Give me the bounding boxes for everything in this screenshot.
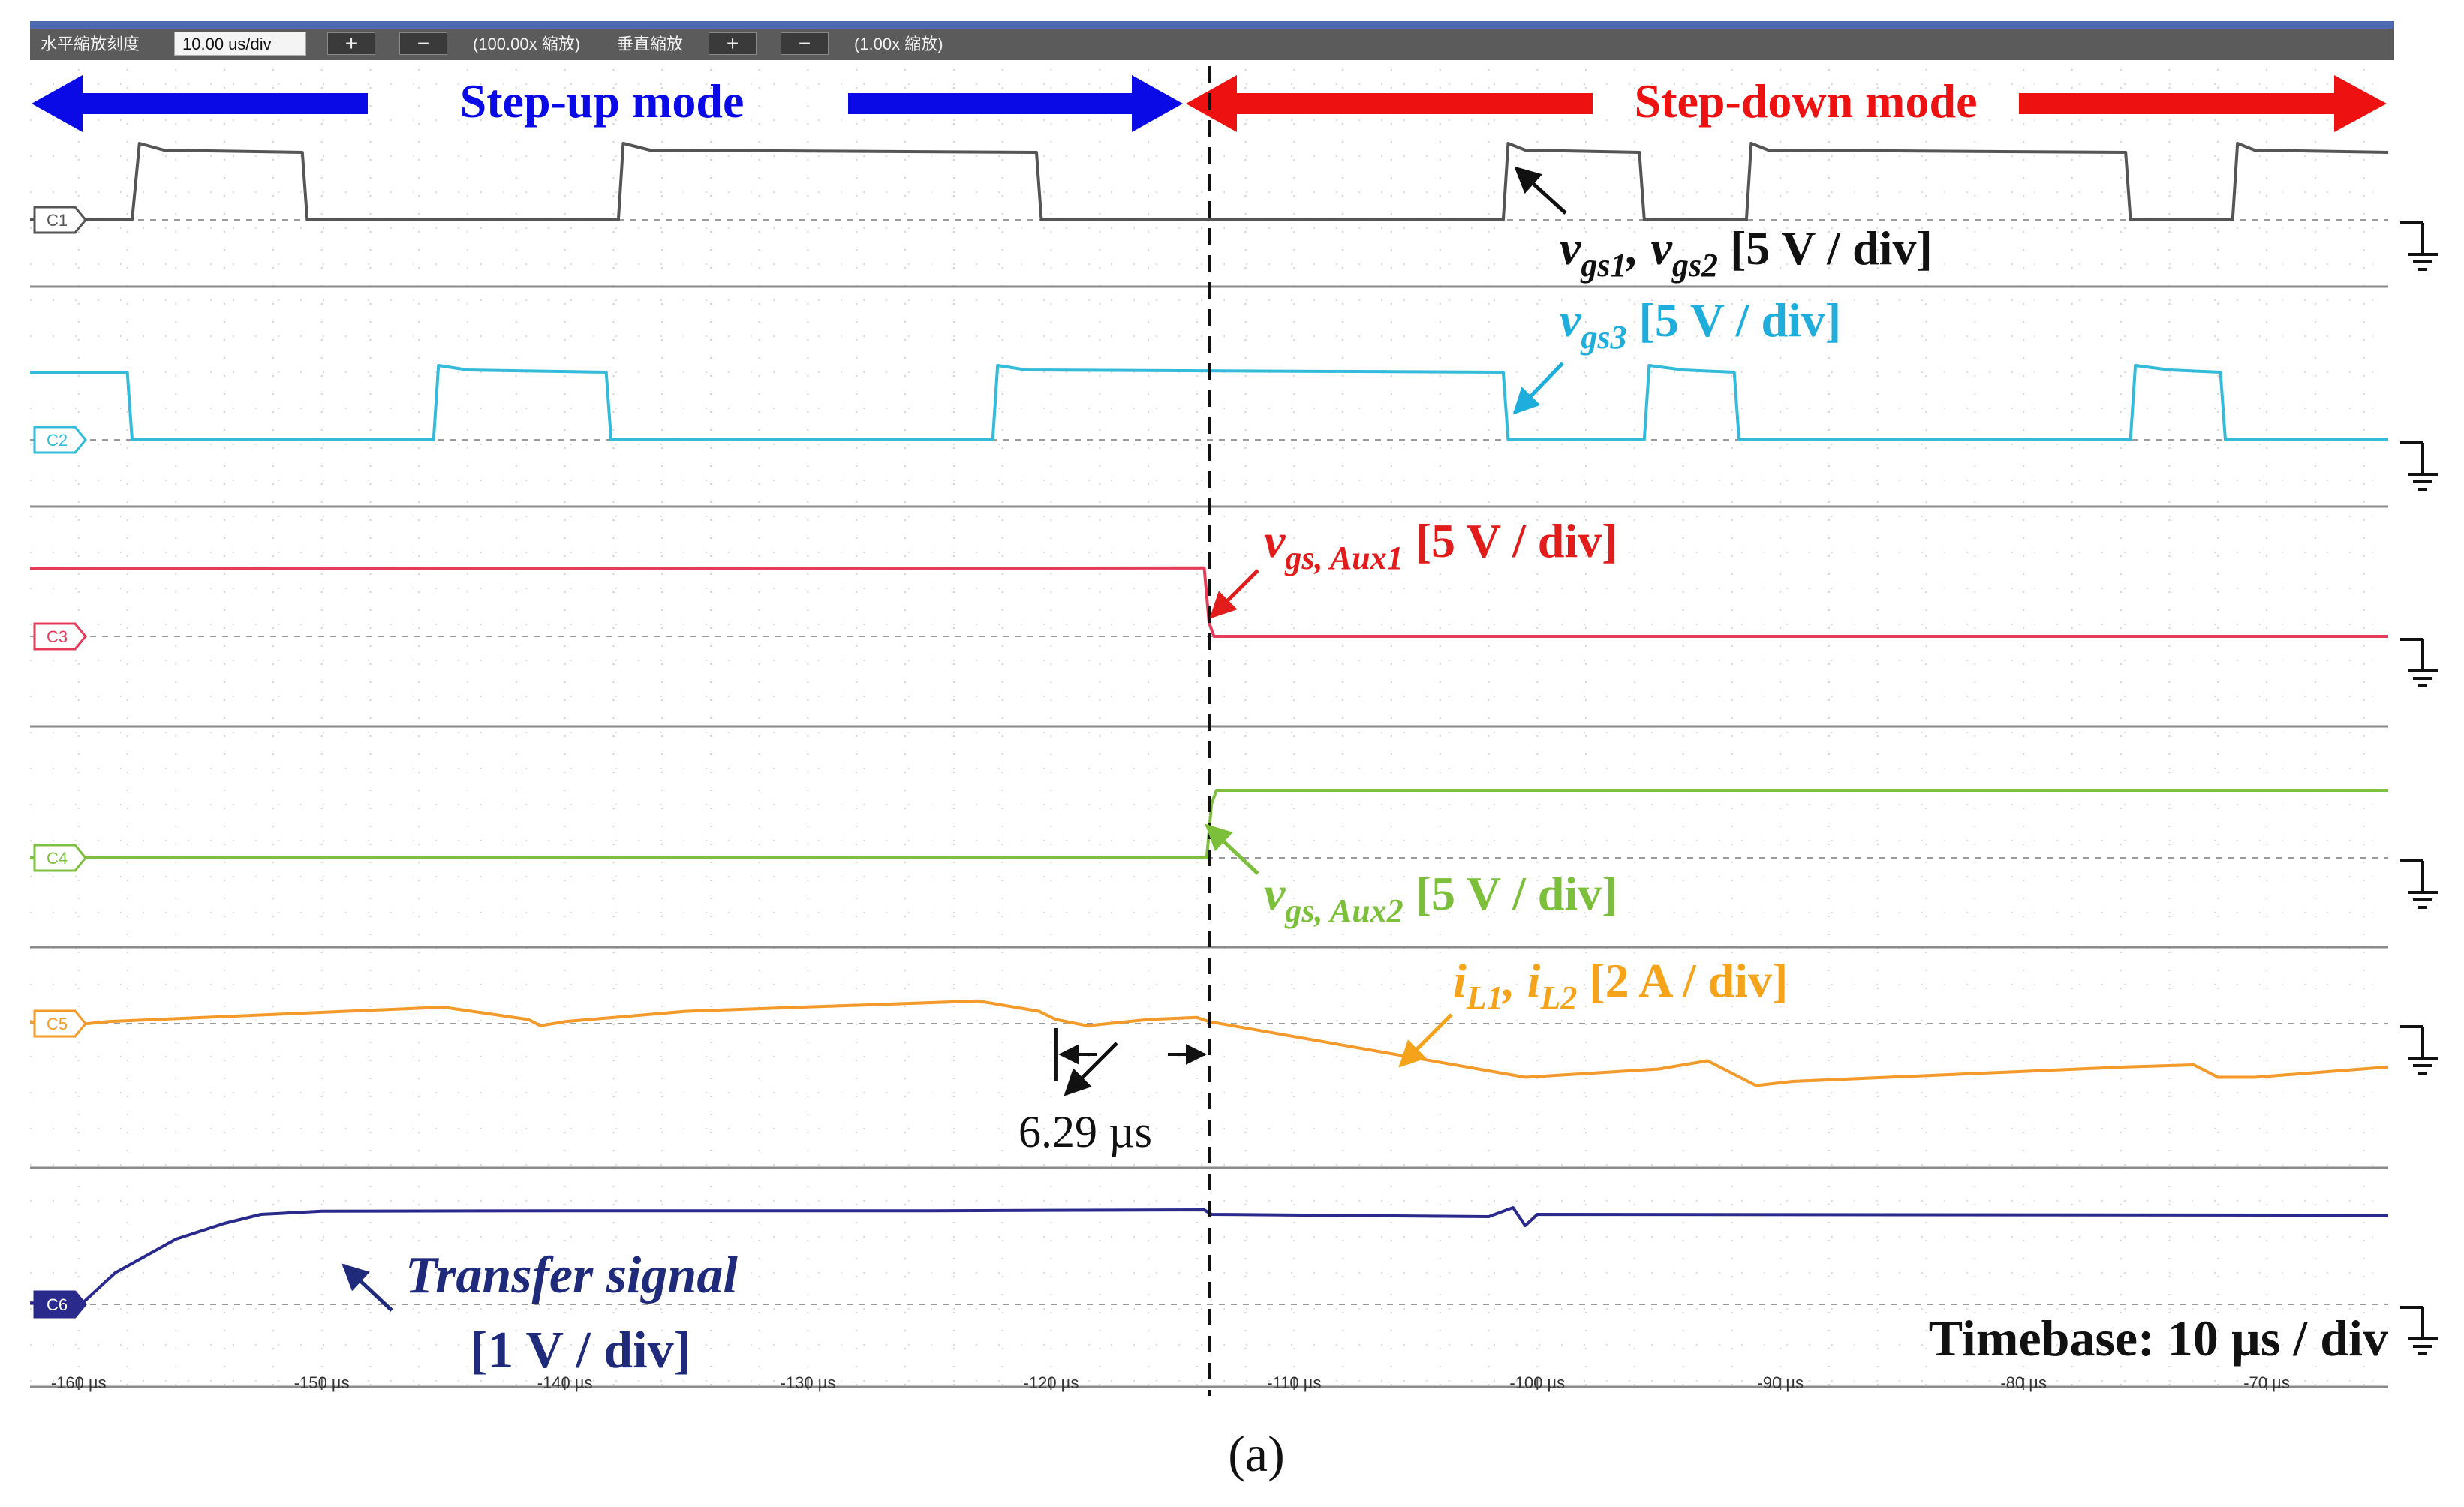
- v-zoom-out-button[interactable]: −: [781, 32, 829, 55]
- trace-c1: [30, 142, 2389, 221]
- channel-marker-c4[interactable]: C4: [33, 844, 87, 872]
- ground-symbols: [2400, 221, 2438, 1355]
- ground-icon: [2400, 859, 2438, 909]
- h-zoom-out-button[interactable]: −: [399, 32, 447, 55]
- h-zoom-in-button[interactable]: +: [327, 32, 375, 55]
- channel-marker-label: C6: [47, 1295, 68, 1314]
- ground-icon: [2400, 1306, 2438, 1355]
- delay-annotation: 6.29 µs: [1018, 1028, 1207, 1157]
- trace-c2: [30, 364, 2388, 441]
- channel-markers: C1 C2 C3 C4 C5 C6: [33, 206, 87, 1319]
- c1-label-arrow: [1514, 166, 1567, 215]
- channel-marker-label: C4: [47, 849, 68, 868]
- c3-label-text: vgs, Aux1 [5 V / div]: [1264, 514, 1617, 576]
- trace-c5: [29, 999, 2389, 1087]
- channel-marker-label: C3: [47, 627, 68, 646]
- x-tick-label: -150 µs: [294, 1373, 350, 1392]
- x-axis-ticks: -160 µs -150 µs -140 µs -130 µs -120 µs -110 …: [51, 1373, 2290, 1392]
- vertical-zoom-readout: (1.00x 縮放): [854, 35, 943, 53]
- channel-marker-c1[interactable]: C1: [33, 206, 87, 234]
- x-tick-label: -70 µs: [2243, 1373, 2290, 1392]
- step-down-arrow-left: [1186, 75, 1593, 132]
- step-up-mode-indicator: Step-up mode: [32, 74, 1183, 132]
- ground-icon: [2400, 221, 2438, 271]
- trace-c6: [29, 1206, 2389, 1305]
- delay-value-label: 6.29 µs: [1018, 1107, 1152, 1157]
- scope-toolbar: 水平縮放刻度 10.00 us/div + − (100.00x 縮放) 垂直縮…: [30, 29, 2394, 60]
- x-tick-label: -160 µs: [51, 1373, 107, 1392]
- x-tick-label: -110 µs: [1267, 1373, 1321, 1392]
- step-up-arrow-right: [848, 75, 1183, 132]
- channel-marker-c6[interactable]: C6: [33, 1290, 87, 1319]
- delay-pointer-arrow: [1064, 1042, 1118, 1096]
- horizontal-scale-label: 水平縮放刻度: [41, 35, 140, 53]
- c4-label-arrow: [1205, 823, 1259, 875]
- x-tick-label: -140 µs: [537, 1373, 593, 1392]
- c6-label-arrow: [341, 1263, 393, 1312]
- x-tick-label: -130 µs: [781, 1373, 836, 1392]
- x-tick-label: -90 µs: [1757, 1373, 1804, 1392]
- scope-title-strip: [30, 21, 2394, 29]
- step-down-mode-indicator: Step-down mode: [1186, 74, 2387, 132]
- figure-caption: (a): [1228, 1425, 1284, 1482]
- step-down-arrow-right: [2019, 75, 2387, 132]
- vertical-scale-label: 垂直縮放: [617, 35, 684, 53]
- c5-label-text: iL1, iL2 [2 A / div]: [1453, 954, 1788, 1016]
- c2-label-text: vgs3 [5 V / div]: [1560, 293, 1841, 356]
- label-c1: vgs1, vgs2 [5 V / div]: [1514, 166, 1933, 284]
- channel-marker-label: C2: [47, 431, 68, 450]
- label-c2: vgs3 [5 V / div]: [1512, 293, 1841, 415]
- trace-c4: [30, 789, 2388, 859]
- x-tick-label: -80 µs: [2000, 1373, 2047, 1392]
- c5-label-arrow: [1398, 1013, 1453, 1068]
- timebase-label: Timebase: 10 µs / div: [1929, 1310, 2388, 1367]
- waveforms: [29, 142, 2389, 1305]
- ground-icon: [2400, 1025, 2438, 1075]
- channel-marker-c3[interactable]: C3: [33, 622, 87, 651]
- horizontal-zoom-readout: (100.00x 縮放): [473, 35, 581, 53]
- label-c6: Transfer signal [1 V / div]: [341, 1247, 738, 1379]
- c6-label-line1: Transfer signal: [405, 1247, 738, 1304]
- ground-icon: [2400, 441, 2438, 491]
- channel-marker-label: C5: [47, 1015, 68, 1033]
- x-tick-label: -100 µs: [1509, 1373, 1565, 1392]
- c2-label-arrow: [1512, 362, 1564, 415]
- x-tick-label: -120 µs: [1024, 1373, 1079, 1392]
- channel-marker-c2[interactable]: C2: [33, 426, 87, 454]
- step-up-arrow-left: [32, 75, 368, 132]
- c6-label-line2: [1 V / div]: [470, 1322, 691, 1379]
- c3-label-arrow: [1209, 569, 1259, 619]
- label-c3: vgs, Aux1 [5 V / div]: [1209, 514, 1617, 619]
- c4-label-text: vgs, Aux2 [5 V / div]: [1264, 867, 1617, 929]
- label-c5: iL1, iL2 [2 A / div]: [1398, 954, 1788, 1068]
- v-zoom-in-button[interactable]: +: [709, 32, 757, 55]
- trace-c3: [29, 566, 2388, 638]
- channel-marker-c5[interactable]: C5: [33, 1009, 87, 1038]
- c1-label-text: vgs1, vgs2 [5 V / div]: [1560, 221, 1933, 284]
- step-up-mode-label: Step-up mode: [460, 74, 745, 128]
- label-c4: vgs, Aux2 [5 V / div]: [1205, 823, 1617, 929]
- step-down-mode-label: Step-down mode: [1635, 74, 1978, 128]
- horizontal-scale-field[interactable]: 10.00 us/div: [174, 32, 306, 56]
- ground-icon: [2400, 638, 2438, 687]
- channel-marker-label: C1: [47, 211, 68, 230]
